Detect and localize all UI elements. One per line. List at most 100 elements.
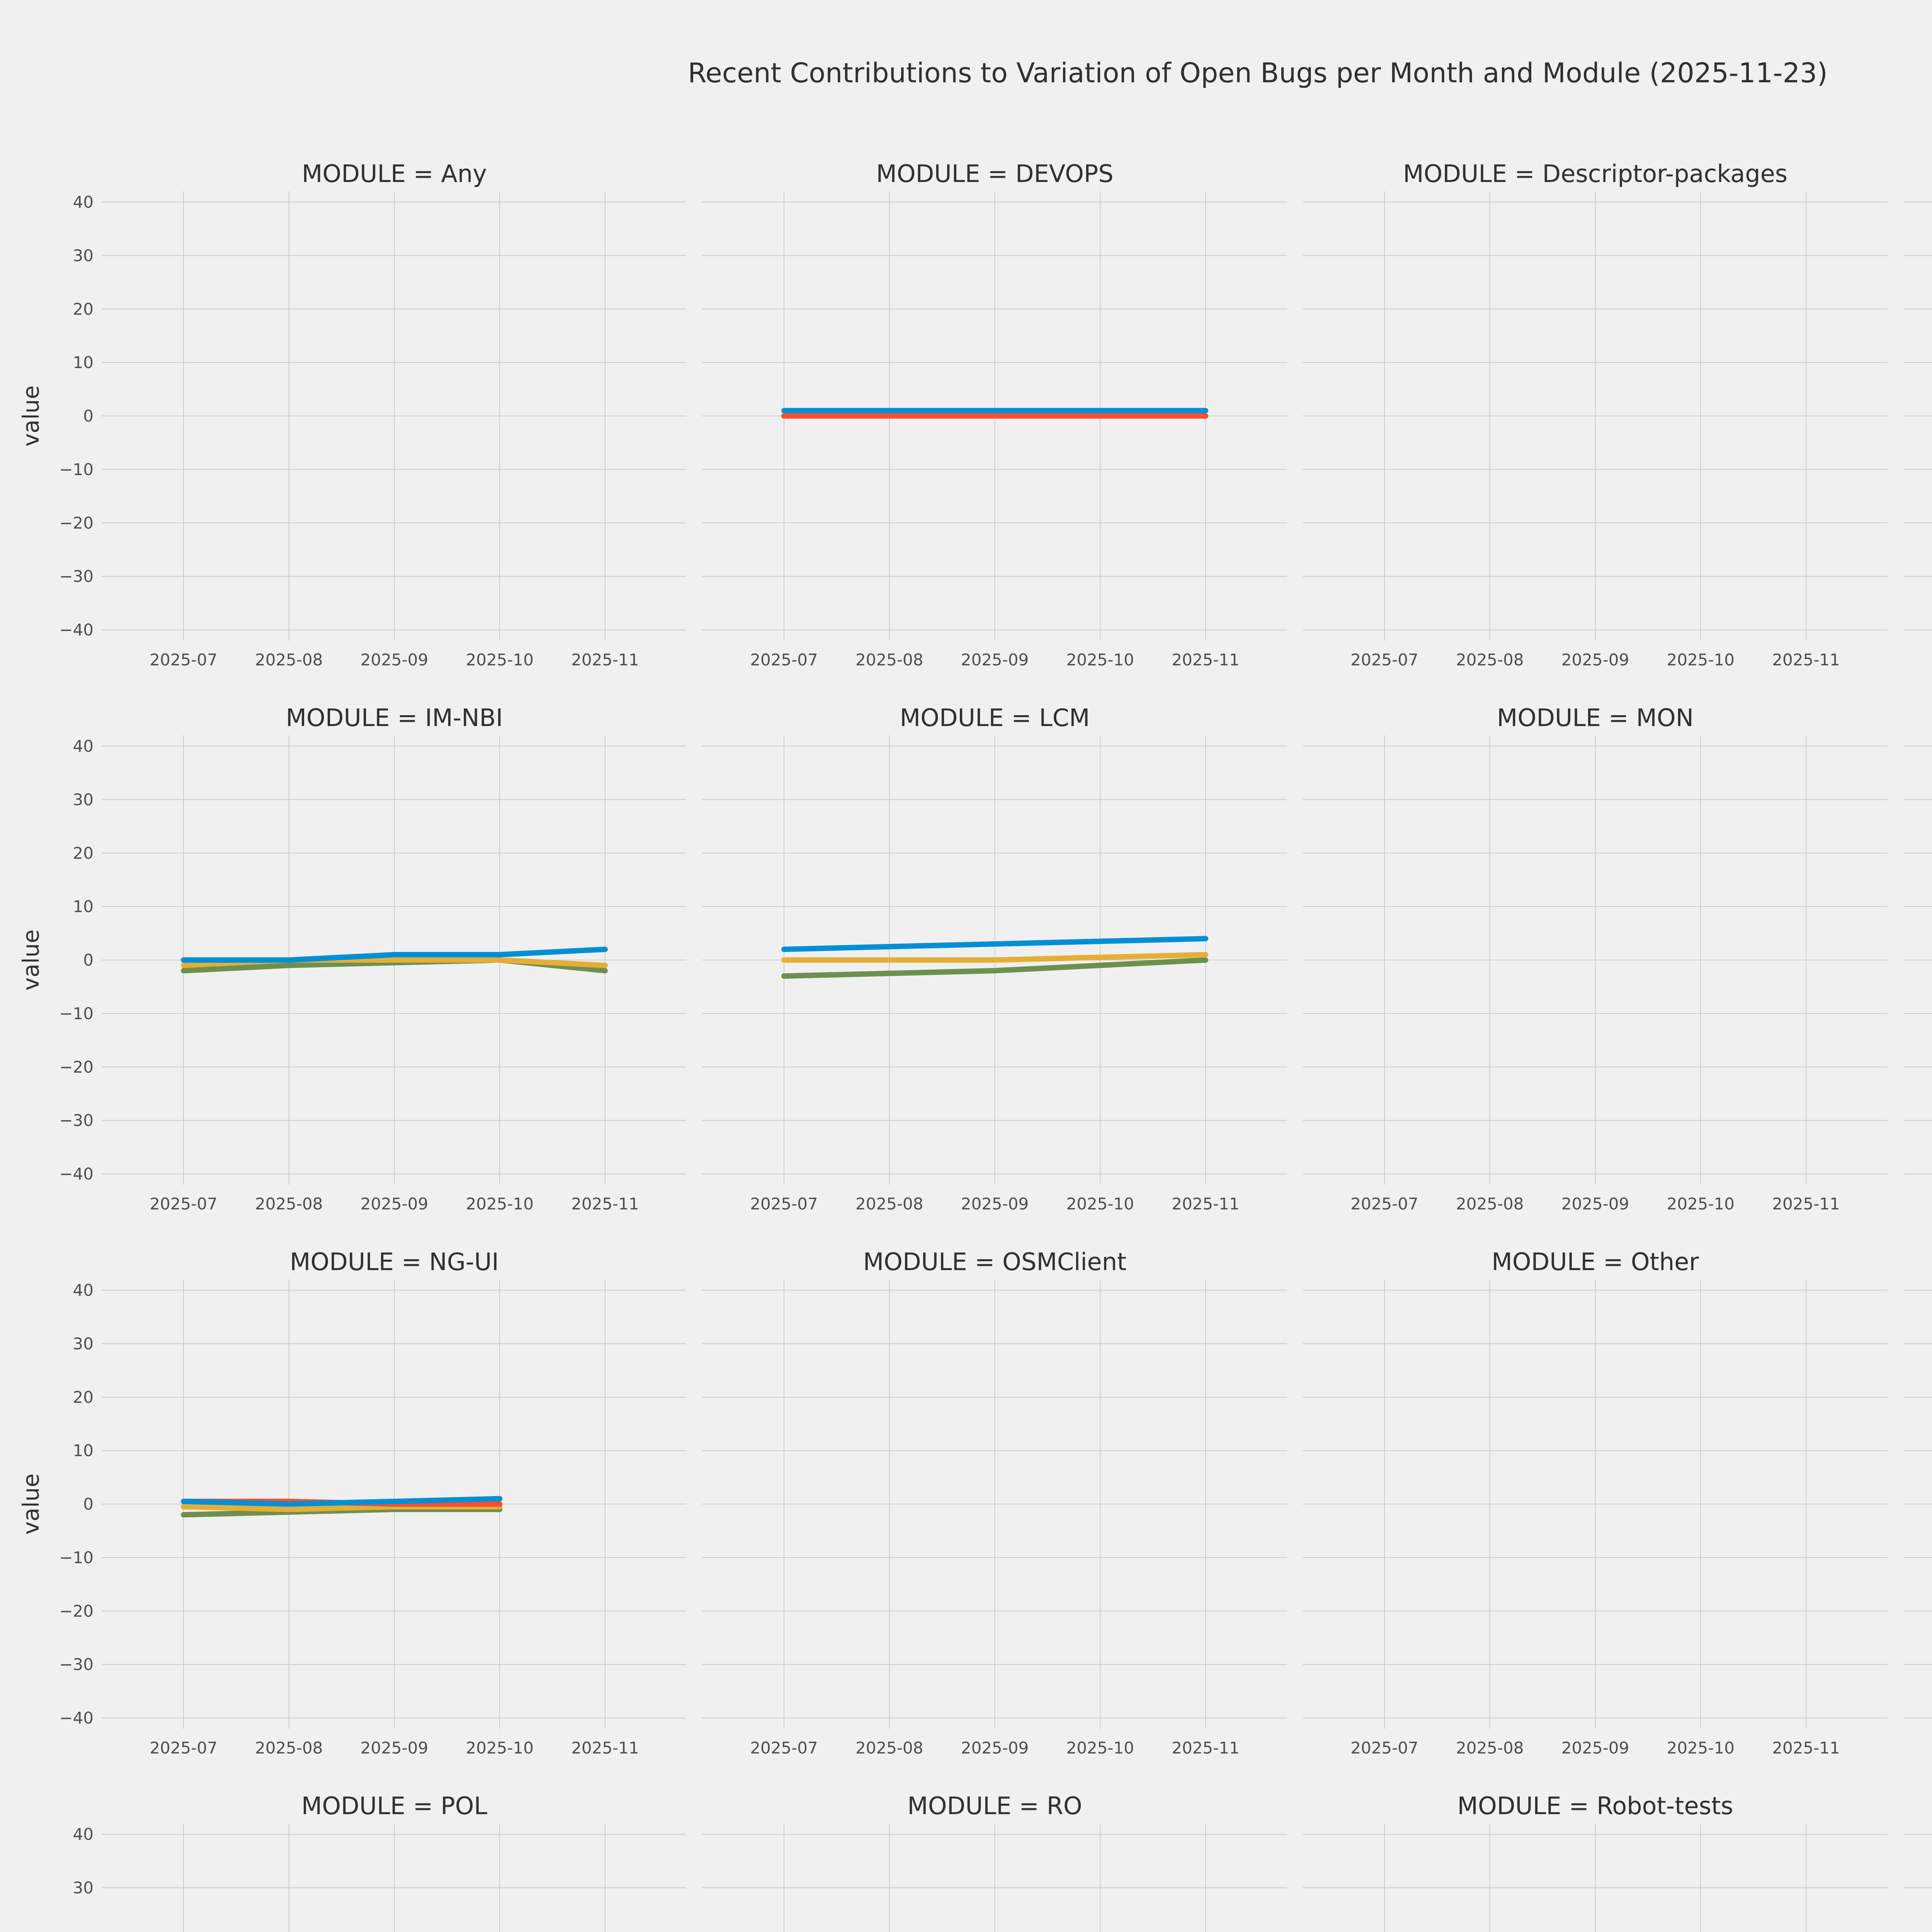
series-line-closed	[781, 957, 1208, 979]
facet-title: MODULE = IM-NBI	[286, 704, 503, 732]
y-tick-label: 40	[73, 193, 94, 212]
x-tick-label: 2025-08	[855, 1738, 923, 1757]
y-tick-label: 20	[73, 1388, 94, 1406]
y-tick-label: −30	[59, 1111, 94, 1130]
y-axis-label: value	[18, 1473, 44, 1534]
series-line-opened	[181, 946, 608, 963]
y-tick-label: −30	[59, 1655, 94, 1674]
x-tick-label: 2025-11	[1772, 650, 1840, 669]
series-line-opened	[781, 936, 1208, 952]
facet-any: MODULE = Any 2025-07 2025-08 2025-09 2025-10…	[18, 160, 687, 669]
y-tick-label: 30	[73, 246, 94, 265]
x-tick-label: 2025-11	[571, 1194, 639, 1213]
facet-mon: MODULE = MON 2025-07 2025-08 2025-09 2025-10…	[1303, 704, 1888, 1213]
y-tick-label: 0	[83, 951, 94, 969]
facet-documentation-wiki: MODULE = Documentation / Wiki2025-072025…	[1903, 191, 1932, 641]
facet-unknown: MODULE = Unknown2025-072025-082025-09202…	[1903, 1823, 1932, 1932]
y-tick-label: 30	[73, 1334, 94, 1353]
y-tick-label: 20	[73, 299, 94, 318]
x-tick-label: 2025-07	[750, 1194, 818, 1213]
x-tick-label: 2025-08	[1456, 1738, 1524, 1757]
x-tick-label: 2025-10	[1066, 1194, 1134, 1213]
x-tick-label: 2025-10	[466, 1194, 534, 1213]
x-tick-label: 2025-09	[1561, 1194, 1629, 1213]
x-tick-label: 2025-08	[1456, 1194, 1524, 1213]
x-tick-label: 2025-08	[855, 650, 923, 669]
series-line-false_closed	[181, 1504, 503, 1512]
y-tick-label: 30	[73, 790, 94, 809]
x-tick-label: 2025-09	[1561, 1738, 1629, 1757]
y-tick-label: −40	[59, 1709, 94, 1728]
x-tick-label: 2025-09	[961, 650, 1029, 669]
y-tick-label: 0	[83, 406, 94, 425]
y-tick-label: 40	[73, 737, 94, 756]
facet-lcm: MODULE = LCM 2025-07 2025-08 2025-09 2025-10…	[702, 704, 1287, 1213]
x-tick-label: 2025-11	[1772, 1194, 1840, 1213]
y-tick-label: −40	[59, 1165, 94, 1184]
facet-title: MODULE = Descriptor-packages	[1403, 160, 1787, 188]
x-tick-label: 2025-09	[961, 1738, 1029, 1757]
y-tick-label: −40	[59, 621, 94, 639]
y-tick-label: 20	[73, 844, 94, 862]
facet-n2vc: MODULE = N2VC2025-072025-082025-092025-1…	[1903, 735, 1932, 1185]
facet-title: MODULE = LCM	[900, 704, 1090, 732]
y-tick-label: −30	[59, 567, 94, 586]
x-tick-label: 2025-07	[1350, 1194, 1418, 1213]
series-line-false_closed	[781, 952, 1208, 963]
x-tick-label: 2025-11	[1172, 650, 1240, 669]
facet-ro: MODULE = RO2025-072025-082025-092025-102…	[702, 1792, 1287, 1932]
y-tick-label: 10	[73, 1441, 94, 1460]
facet-im-nbi: MODULE = IM-NBI 2025-07 2025-08 2025-09 2025…	[18, 704, 687, 1213]
x-tick-label: 2025-09	[961, 1194, 1029, 1213]
x-tick-label: 2025-07	[150, 1738, 218, 1757]
y-tick-label: 40	[73, 1825, 94, 1844]
x-tick-label: 2025-07	[750, 650, 818, 669]
facet-title: MODULE = Robot-tests	[1457, 1792, 1733, 1820]
x-tick-label: 2025-10	[466, 650, 534, 669]
facet-title: MODULE = RO	[907, 1792, 1082, 1820]
x-tick-label: 2025-09	[361, 1738, 429, 1757]
facet-title: MODULE = Other	[1492, 1248, 1699, 1276]
x-tick-label: 2025-11	[571, 1738, 639, 1757]
x-tick-label: 2025-07	[750, 1738, 818, 1757]
x-tick-label: 2025-11	[1772, 1738, 1840, 1757]
x-tick-label: 2025-08	[255, 1194, 323, 1213]
x-tick-label: 2025-10	[1066, 650, 1134, 669]
x-tick-label: 2025-10	[1066, 1738, 1134, 1757]
facet-ng-ui: MODULE = NG-UI 2025-07 2025-08 2025-09 2025-…	[18, 1248, 687, 1757]
x-tick-label: 2025-07	[150, 1194, 218, 1213]
x-tick-label: 2025-11	[571, 650, 639, 669]
x-tick-label: 2025-08	[255, 650, 323, 669]
facet-title: MODULE = OSMClient	[863, 1248, 1127, 1276]
y-axis-label: value	[18, 385, 44, 446]
facet-robot-tests: MODULE = Robot-tests2025-072025-082025-0…	[1303, 1792, 1888, 1932]
x-tick-label: 2025-07	[1350, 650, 1418, 669]
y-tick-label: 0	[83, 1495, 94, 1514]
y-tick-label: 10	[73, 353, 94, 372]
y-tick-label: 10	[73, 897, 94, 916]
y-axis-label: value	[18, 929, 44, 990]
facet-title: MODULE = MON	[1497, 704, 1694, 732]
y-tick-label: −10	[59, 1004, 94, 1023]
x-tick-label: 2025-10	[1667, 1738, 1735, 1757]
x-tick-label: 2025-10	[1667, 650, 1735, 669]
y-tick-label: −20	[59, 1602, 94, 1621]
facet-descriptor-packages: MODULE = Descriptor-packages 2025-07 2025-…	[1303, 160, 1888, 669]
x-tick-label: 2025-08	[1456, 650, 1524, 669]
x-tick-label: 2025-08	[855, 1194, 923, 1213]
facet-pol: MODULE = POL2025-072025-082025-092025-10…	[73, 1792, 687, 1932]
facet-pla: MODULE = PLA2025-072025-082025-092025-10…	[1903, 1279, 1932, 1729]
x-tick-label: 2025-09	[361, 650, 429, 669]
x-tick-label: 2025-08	[255, 1738, 323, 1757]
facet-title: MODULE = DEVOPS	[876, 160, 1113, 188]
y-tick-label: −10	[59, 460, 94, 479]
x-tick-label: 2025-09	[1561, 650, 1629, 669]
plot-panel	[1903, 1823, 1932, 1932]
y-tick-label: −10	[59, 1548, 94, 1567]
y-tick-label: 30	[73, 1878, 94, 1897]
series-line-opened	[181, 1496, 503, 1507]
x-tick-label: 2025-07	[1350, 1738, 1418, 1757]
y-tick-label: −20	[59, 1058, 94, 1077]
y-tick-label: 40	[73, 1281, 94, 1300]
